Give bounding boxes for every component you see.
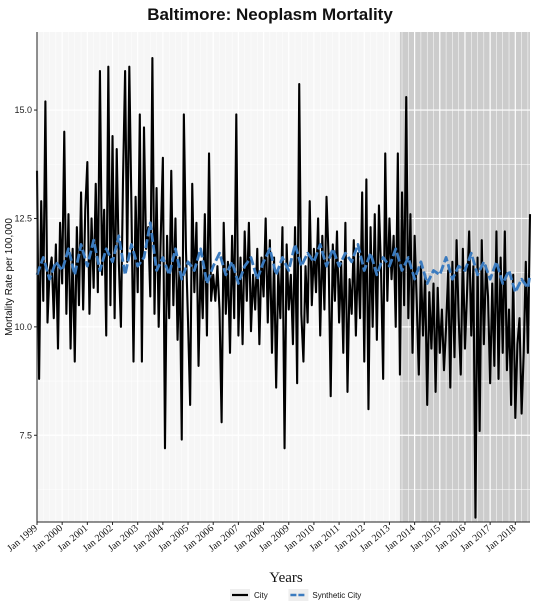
y-tick-label: 12.5 [14,213,32,223]
legend-label: Synthetic City [312,591,361,600]
series-line-city [35,56,532,519]
y-ticks: 7.5 10.0 12.5 15.0 [14,105,37,440]
gridlines [36,32,530,522]
y-tick-label: 10.0 [14,322,32,332]
series-line-synthetic-city [35,221,532,294]
legend-label: City [254,591,268,600]
x-axis-label: Years [269,570,303,586]
chart-title: Baltimore: Neoplasm Mortality [147,5,393,24]
y-tick-label: 15.0 [14,105,32,115]
series-layer [35,56,532,519]
y-tick-label: 7.5 [19,430,32,440]
axes [36,32,530,523]
legend: City Synthetic City [230,589,361,601]
y-axis-label: Mortality Rate per 100,000 [4,218,15,336]
